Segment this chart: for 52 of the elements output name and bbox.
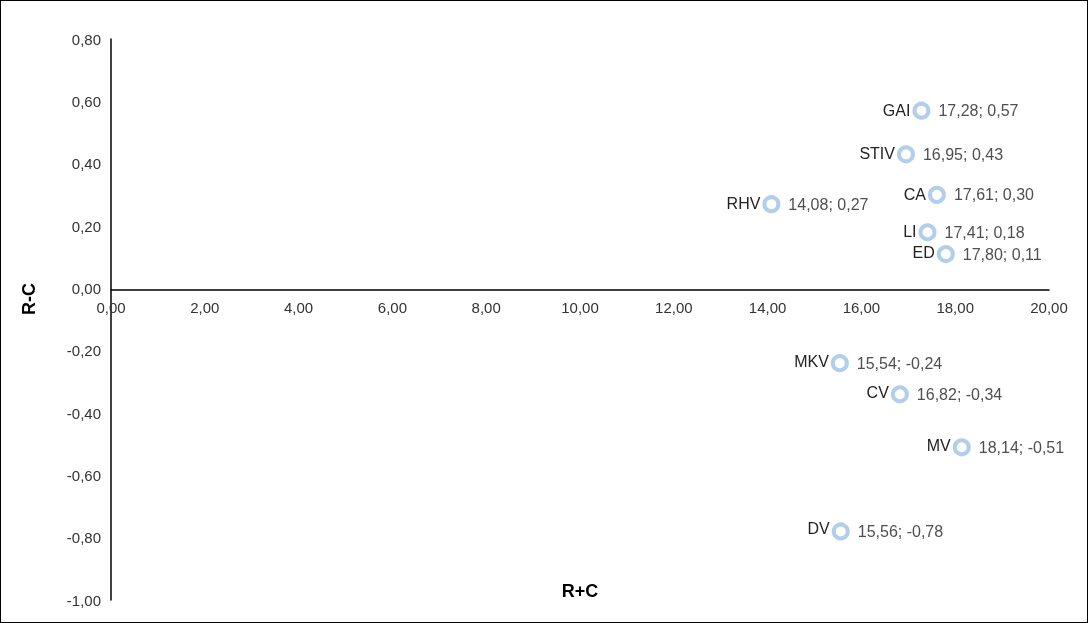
data-label: 17,28; 0,57 bbox=[938, 102, 1019, 120]
series-label: CA bbox=[903, 185, 927, 203]
series-label: MV bbox=[926, 436, 952, 454]
x-tick-label: 4,00 bbox=[284, 299, 314, 316]
data-label: 15,56; -0,78 bbox=[857, 522, 944, 540]
point bbox=[890, 385, 909, 404]
data-label: 17,61; 0,30 bbox=[953, 186, 1035, 204]
series-label: CV bbox=[866, 383, 890, 401]
data-label: 15,54; -0,24 bbox=[856, 354, 943, 372]
data-label: 14,08; 0,27 bbox=[788, 195, 869, 213]
x-tick-label: 12,00 bbox=[655, 299, 693, 316]
x-tick-label: 18,00 bbox=[936, 299, 974, 316]
x-tick-label: 10,00 bbox=[561, 299, 599, 316]
y-tick-label: 0,40 bbox=[71, 155, 101, 173]
point bbox=[912, 101, 931, 120]
y-tick-label: -0,20 bbox=[66, 342, 101, 360]
y-tick-label: 0,20 bbox=[71, 217, 101, 235]
y-tick-label: 0,60 bbox=[71, 92, 101, 110]
data-label: 17,41; 0,18 bbox=[944, 223, 1025, 241]
point bbox=[830, 354, 849, 373]
point bbox=[952, 438, 971, 457]
point bbox=[927, 185, 946, 204]
series-label: LI bbox=[903, 222, 917, 240]
y-axis-title: R-C bbox=[19, 283, 39, 315]
series-label: RHV bbox=[726, 194, 761, 212]
series-label: DV bbox=[807, 520, 831, 538]
point bbox=[831, 522, 850, 541]
x-tick-label: 6,00 bbox=[377, 299, 407, 316]
series-label: ED bbox=[912, 244, 935, 262]
data-label: 18,14; -0,51 bbox=[978, 438, 1065, 456]
series-label: STIV bbox=[859, 145, 896, 163]
data-label: 16,82; -0,34 bbox=[916, 385, 1003, 403]
x-tick-label: 2,00 bbox=[190, 299, 220, 316]
x-tick-label: 14,00 bbox=[748, 299, 787, 316]
y-tick-label: 0,80 bbox=[71, 30, 101, 48]
point bbox=[896, 145, 915, 164]
y-tick-label: -0,80 bbox=[66, 529, 101, 547]
point bbox=[918, 223, 937, 242]
x-tick-label: 20,00 bbox=[1030, 299, 1068, 316]
y-tick-label: 0,00 bbox=[71, 279, 101, 297]
series-label: MKV bbox=[794, 352, 830, 370]
x-tick-label: 8,00 bbox=[471, 299, 501, 316]
x-tick-label: 16,00 bbox=[842, 299, 881, 316]
data-label: 16,95; 0,43 bbox=[922, 145, 1004, 163]
series-label: GAI bbox=[882, 101, 911, 119]
point bbox=[936, 245, 955, 264]
y-tick-label: -0,60 bbox=[66, 466, 101, 484]
y-tick-label: -0,40 bbox=[66, 404, 101, 422]
point bbox=[762, 195, 781, 214]
y-tick-label: -1,00 bbox=[66, 591, 101, 609]
data-label: 17,80; 0,11 bbox=[962, 245, 1042, 263]
x-axis-title: R+C bbox=[561, 581, 599, 601]
